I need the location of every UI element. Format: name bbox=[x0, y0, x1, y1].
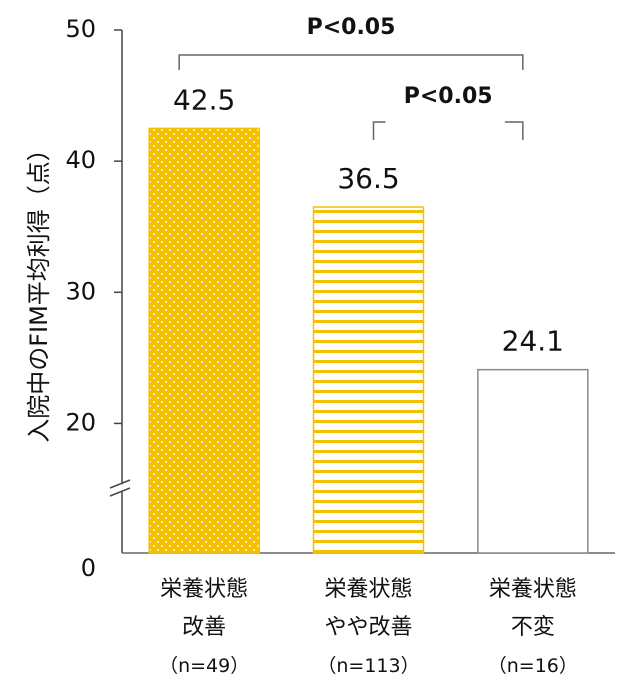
bar bbox=[148, 127, 260, 554]
axis-break-gap bbox=[110, 484, 134, 492]
x-tick-label: 栄養状態改善（n=49） bbox=[159, 577, 249, 677]
significance-label: P<0.05 bbox=[404, 84, 493, 109]
bar bbox=[477, 368, 589, 554]
significance-bracket bbox=[178, 54, 524, 70]
y-tick-label: 20 bbox=[65, 408, 96, 436]
value-label: 24.1 bbox=[502, 325, 564, 358]
value-label: 42.5 bbox=[173, 83, 235, 116]
significance-label: P<0.05 bbox=[307, 15, 396, 40]
x-tick-label: 栄養状態やや改善（n=113） bbox=[317, 577, 419, 677]
y-tick-label: 50 bbox=[65, 15, 96, 43]
y-axis-label: 入院中のFIM平均利得（点） bbox=[25, 137, 53, 443]
significance-bracket bbox=[372, 121, 524, 141]
y-tick-label: 0 bbox=[81, 554, 96, 582]
y-tick-label: 40 bbox=[65, 146, 96, 174]
axis-break-mark bbox=[109, 487, 131, 497]
y-tick-label: 30 bbox=[65, 277, 96, 305]
value-label: 36.5 bbox=[337, 162, 399, 195]
bar bbox=[312, 206, 425, 554]
axis-break-mark bbox=[109, 479, 131, 489]
x-tick-label: 栄養状態不変（n=16） bbox=[488, 577, 578, 677]
